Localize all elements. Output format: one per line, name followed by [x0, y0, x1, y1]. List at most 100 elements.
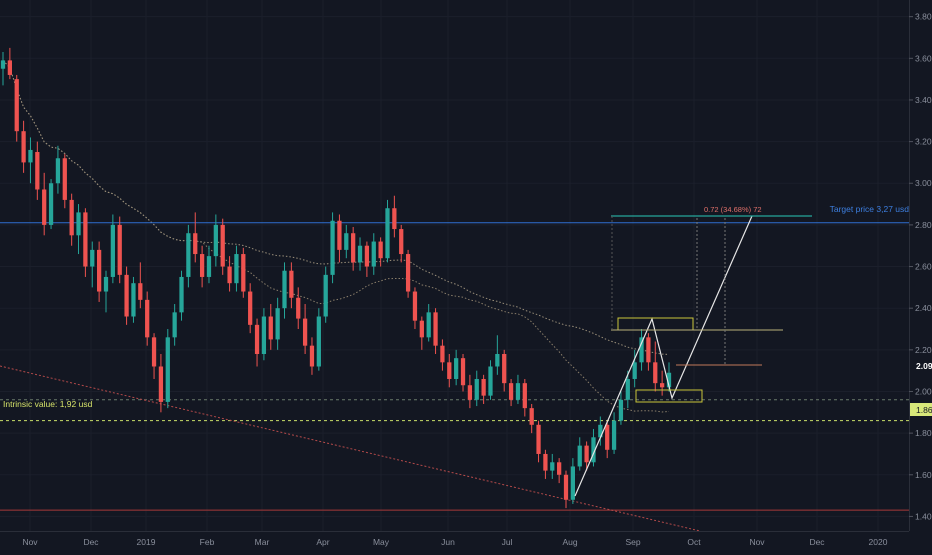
price-badges: 2.09 1.86 — [910, 359, 932, 416]
candle-body — [378, 241, 383, 259]
candle-body — [62, 158, 67, 200]
x-tick-label: Dec — [809, 537, 825, 547]
candle-body — [323, 274, 328, 317]
candle-body — [440, 345, 445, 363]
candle-body — [14, 79, 19, 132]
candle-body — [488, 366, 493, 396]
candle-body — [103, 276, 109, 292]
support-box[interactable] — [635, 389, 703, 403]
candle-body — [234, 254, 239, 284]
y-tick-label: 2.80 — [915, 220, 932, 230]
candle-body — [474, 378, 479, 400]
candle-body — [550, 462, 555, 471]
candle-body — [69, 199, 74, 236]
marker-price-label: 1.86 — [916, 405, 932, 415]
candle-body — [199, 254, 205, 277]
intrinsic-value-label: Intrinsic value: 1,92 usd — [3, 399, 93, 409]
candle-body — [605, 424, 610, 450]
candle-body — [151, 337, 157, 367]
candle-body — [330, 220, 335, 275]
candle-body — [639, 337, 644, 363]
candle-body — [508, 383, 514, 400]
candle-body — [529, 408, 534, 425]
candle-body — [591, 437, 596, 463]
current-price-label: 2.09 — [916, 361, 932, 371]
candle-body — [385, 208, 390, 259]
x-tick-label: Aug — [562, 537, 577, 547]
candle-body — [364, 245, 370, 267]
y-tick-label: 2.60 — [915, 262, 932, 272]
x-tick-label: May — [373, 537, 390, 547]
x-tick-label: Dec — [83, 537, 99, 547]
y-tick-label: 2.00 — [915, 386, 932, 396]
candle-body — [344, 233, 349, 250]
candle-body — [110, 224, 115, 277]
x-tick-label: Jun — [441, 537, 455, 547]
candle-body — [433, 312, 438, 346]
x-tick-label: Nov — [22, 537, 38, 547]
time-axis[interactable]: Nov Dec 2019 Feb Mar Apr May Jun Jul Aug Sep Oct Nov… — [0, 531, 909, 548]
candle-body — [426, 312, 431, 338]
candle-body — [76, 212, 81, 236]
candle-body — [454, 358, 459, 379]
candle-body — [193, 233, 198, 255]
candle-body — [536, 424, 541, 454]
y-tick-label: 3.80 — [915, 12, 932, 22]
current-price-badge — [910, 359, 932, 372]
candle-body — [42, 189, 47, 225]
candle-body — [206, 256, 212, 277]
candle-body — [412, 291, 418, 321]
candle-body — [309, 345, 315, 367]
y-tick-label: 3.40 — [915, 95, 932, 105]
candle-body — [666, 372, 672, 388]
candle-body — [625, 378, 630, 400]
candle-body — [282, 270, 287, 309]
candle-body — [467, 385, 473, 400]
projection-zigzag[interactable] — [574, 215, 753, 497]
price-axis[interactable]: 1.40 1.60 1.80 2.00 2.20 2.40 2.60 2.80 3.00 3.20… — [909, 0, 932, 531]
candle-body — [296, 297, 301, 319]
candle-body — [584, 445, 589, 463]
candle-body — [419, 320, 424, 338]
x-tick-label: Nov — [749, 537, 765, 547]
candle-body — [254, 324, 260, 354]
candle-body — [502, 354, 507, 384]
candle-body — [268, 316, 273, 340]
candle-body — [165, 337, 170, 402]
candle-body — [660, 383, 665, 388]
x-tick-label: Jul — [502, 537, 513, 547]
candle-body — [96, 249, 102, 292]
candle-body — [28, 149, 33, 163]
candle-body — [557, 462, 562, 475]
candle-body — [598, 424, 603, 438]
candle-body — [563, 474, 569, 500]
candle-body — [55, 158, 61, 184]
candle-body — [90, 249, 95, 267]
candle-body — [447, 362, 452, 379]
candle-body — [213, 224, 218, 257]
x-tick-label: Mar — [255, 537, 270, 547]
x-tick-label: 2020 — [869, 537, 888, 547]
candle-body — [227, 266, 232, 284]
candle-body — [316, 316, 321, 367]
x-tick-label: Sep — [625, 537, 640, 547]
candle-body — [371, 241, 376, 267]
candle-body — [0, 60, 6, 69]
candle-body — [632, 362, 637, 379]
candle-body — [522, 383, 527, 409]
candle-body — [577, 445, 582, 467]
target-price-label: Target price 3,27 usd — [830, 204, 910, 214]
horizontal-levels — [0, 222, 909, 511]
y-tick-label: 3.00 — [915, 178, 932, 188]
x-tick-label: Feb — [200, 537, 215, 547]
candle-body — [124, 274, 129, 317]
candle-body — [515, 383, 521, 400]
candle-body — [158, 366, 164, 402]
x-tick-label: 2019 — [137, 537, 156, 547]
candle-body — [248, 291, 253, 325]
chart-labels: Target price 3,27 usd Intrinsic value: 1… — [3, 204, 909, 409]
y-tick-label: 1.40 — [915, 511, 932, 521]
candle-body — [302, 318, 308, 346]
